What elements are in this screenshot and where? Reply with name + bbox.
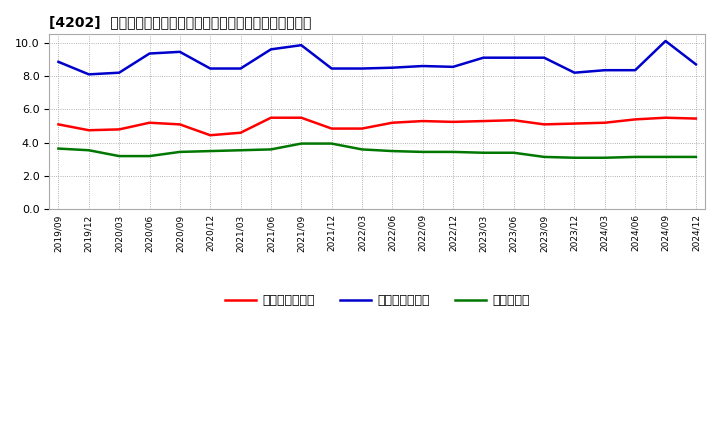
買入債務回転率 [54,59,63,65]
売上債権回転率 [115,127,124,132]
在庫回転率 [692,154,701,160]
在庫回転率 [358,147,366,152]
売上債権回転率 [297,115,305,121]
売上債権回転率 [479,118,487,124]
在庫回転率 [236,147,245,153]
買入債務回転率 [388,65,397,70]
売上債権回転率 [449,119,457,125]
在庫回転率 [510,150,518,155]
買入債務回転率 [692,62,701,67]
買入債務回転率 [236,66,245,71]
買入債務回転率 [145,51,154,56]
売上債権回転率 [631,117,639,122]
Legend: 売上債権回転率, 買入債務回転率, 在庫回転率: 売上債権回転率, 買入債務回転率, 在庫回転率 [220,289,535,312]
在庫回転率 [418,149,427,154]
売上債権回転率 [236,130,245,136]
買入債務回転率 [358,66,366,71]
Line: 在庫回転率: 在庫回転率 [58,143,696,158]
在庫回転率 [661,154,670,160]
買入債務回転率 [449,64,457,70]
在庫回転率 [206,148,215,154]
在庫回転率 [570,155,579,161]
売上債権回転率 [328,126,336,131]
在庫回転率 [328,141,336,146]
在庫回転率 [115,154,124,159]
売上債権回転率 [206,132,215,138]
在庫回転率 [449,149,457,154]
買入債務回転率 [661,38,670,44]
売上債権回転率 [358,126,366,131]
買入債務回転率 [631,68,639,73]
在庫回転率 [388,148,397,154]
売上債権回転率 [661,115,670,121]
在庫回転率 [266,147,275,152]
買入債務回転率 [418,63,427,69]
Text: [4202]  売上債権回転率、買入債務回転率、在庫回転率の推移: [4202] 売上債権回転率、買入債務回転率、在庫回転率の推移 [50,15,312,29]
売上債権回転率 [266,115,275,121]
在庫回転率 [540,154,549,160]
在庫回転率 [54,146,63,151]
在庫回転率 [600,155,609,161]
在庫回転率 [176,149,184,154]
在庫回転率 [84,147,93,153]
買入債務回転率 [266,47,275,52]
買入債務回転率 [206,66,215,71]
売上債権回転率 [84,128,93,133]
売上債権回転率 [540,122,549,127]
在庫回転率 [145,154,154,159]
Line: 売上債権回転率: 売上債権回転率 [58,118,696,135]
買入債務回転率 [540,55,549,60]
在庫回転率 [297,141,305,146]
買入債務回転率 [115,70,124,75]
売上債権回転率 [510,117,518,123]
買入債務回転率 [84,72,93,77]
買入債務回転率 [510,55,518,60]
在庫回転率 [631,154,639,160]
買入債務回転率 [297,43,305,48]
売上債権回転率 [692,116,701,121]
売上債権回転率 [388,120,397,125]
売上債権回転率 [570,121,579,126]
Line: 買入債務回転率: 買入債務回転率 [58,41,696,74]
売上債権回転率 [145,120,154,125]
在庫回転率 [479,150,487,155]
買入債務回転率 [479,55,487,60]
買入債務回転率 [328,66,336,71]
売上債権回転率 [176,122,184,127]
買入債務回転率 [570,70,579,75]
買入債務回転率 [600,68,609,73]
売上債権回転率 [54,122,63,127]
買入債務回転率 [176,49,184,55]
売上債権回転率 [418,118,427,124]
売上債権回転率 [600,120,609,125]
